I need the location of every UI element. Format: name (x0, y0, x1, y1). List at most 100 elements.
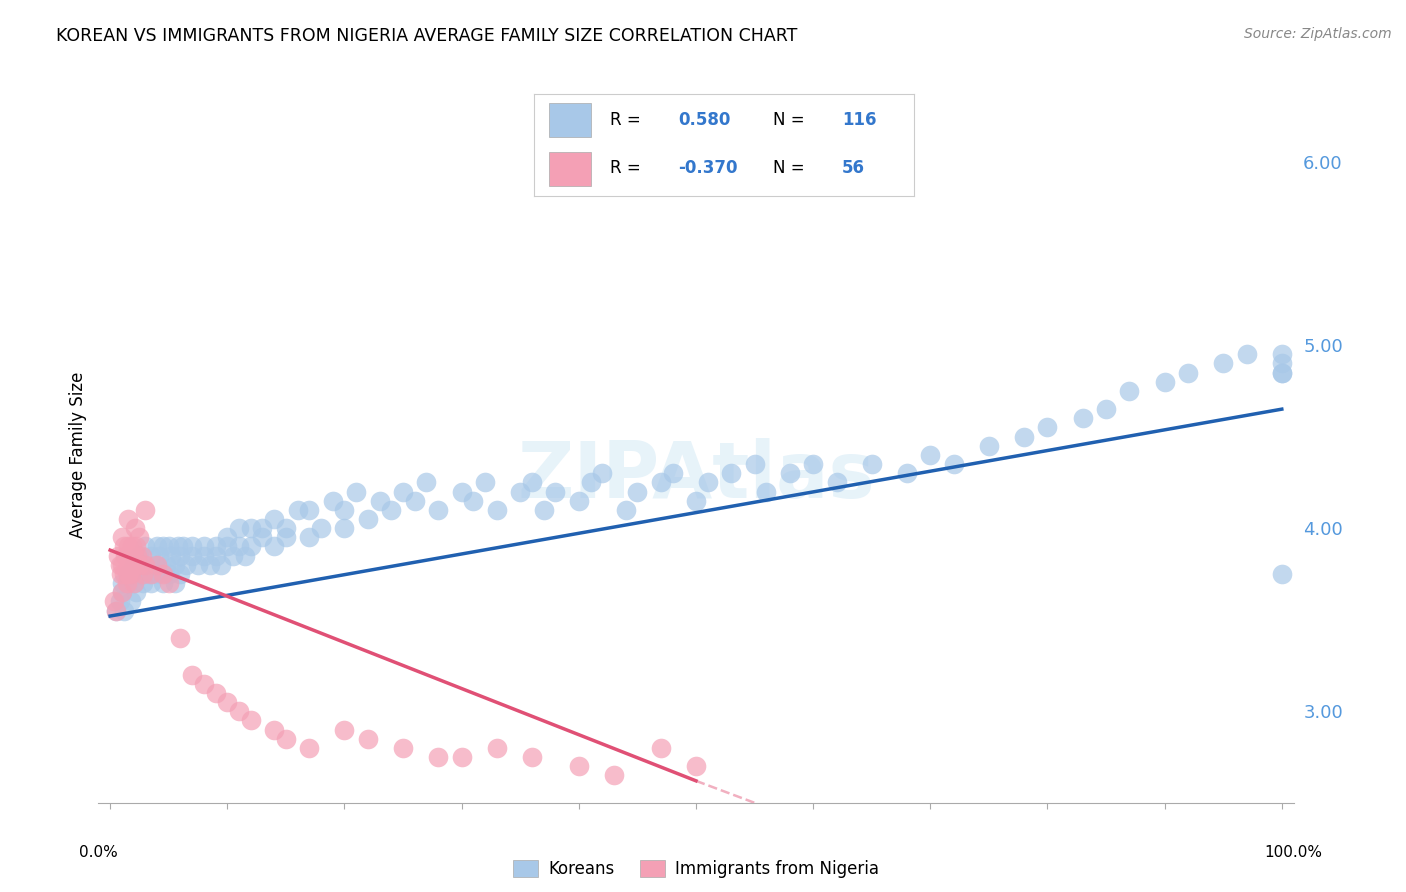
Point (174, 558, 197, 572)
Point (287, 503, 309, 517)
Point (239, 540, 262, 554)
Point (239, 714, 262, 728)
Point (217, 530, 239, 544)
Point (157, 540, 180, 554)
Point (132, 576, 155, 591)
Point (118, 549, 141, 563)
Point (368, 493, 391, 508)
Point (1118, 384, 1140, 398)
Text: 0.0%: 0.0% (79, 845, 118, 860)
Point (568, 759, 591, 773)
Point (896, 467, 918, 481)
Point (141, 576, 163, 591)
Point (222, 549, 245, 563)
Point (1236, 347, 1258, 361)
Point (357, 512, 380, 526)
Point (152, 566, 174, 581)
Point (463, 493, 485, 508)
Point (544, 484, 567, 499)
Point (105, 603, 128, 617)
Point (124, 521, 146, 535)
Point (450, 750, 472, 764)
Point (146, 558, 169, 572)
Point (977, 439, 1000, 453)
Point (333, 521, 356, 535)
Point (252, 530, 274, 544)
Point (1271, 566, 1294, 581)
Point (112, 566, 135, 581)
Point (1212, 356, 1234, 370)
Point (825, 475, 848, 490)
Point (169, 631, 191, 645)
Point (252, 521, 274, 535)
Point (121, 540, 143, 554)
Point (1177, 366, 1199, 380)
Point (520, 750, 543, 764)
Point (322, 493, 344, 508)
Point (626, 484, 648, 499)
Point (172, 540, 194, 554)
Text: N =: N = (773, 159, 810, 177)
Point (146, 540, 169, 554)
Point (110, 566, 132, 581)
Point (1271, 347, 1294, 361)
Point (333, 503, 356, 517)
Point (157, 576, 180, 591)
Point (204, 540, 226, 554)
Point (103, 594, 125, 608)
Point (263, 723, 285, 737)
Point (942, 457, 965, 471)
Point (239, 521, 262, 535)
Text: R =: R = (610, 159, 647, 177)
FancyBboxPatch shape (550, 103, 591, 136)
Point (117, 576, 139, 591)
Point (193, 540, 215, 554)
Point (169, 566, 191, 581)
Point (117, 566, 139, 581)
Point (204, 686, 226, 700)
Point (111, 585, 134, 599)
Point (274, 521, 297, 535)
Point (198, 558, 221, 572)
Point (112, 540, 135, 554)
Text: KOREAN VS IMMIGRANTS FROM NIGERIA AVERAGE FAMILY SIZE CORRELATION CHART: KOREAN VS IMMIGRANTS FROM NIGERIA AVERAG… (56, 27, 797, 45)
Text: N =: N = (773, 112, 810, 129)
Point (127, 549, 149, 563)
Point (1095, 402, 1118, 417)
Point (141, 549, 163, 563)
Point (1153, 375, 1175, 389)
Point (1271, 356, 1294, 370)
Point (228, 704, 250, 718)
Text: 100.0%: 100.0% (1264, 845, 1323, 860)
Point (568, 493, 591, 508)
Point (148, 549, 170, 563)
Point (187, 558, 209, 572)
Point (779, 467, 801, 481)
Point (298, 530, 321, 544)
Point (333, 723, 356, 737)
Point (228, 540, 250, 554)
Point (450, 484, 472, 499)
Point (860, 457, 883, 471)
Point (152, 540, 174, 554)
Point (603, 768, 626, 782)
Point (309, 521, 332, 535)
Point (720, 467, 742, 481)
Point (134, 503, 156, 517)
Point (427, 503, 450, 517)
Point (650, 740, 672, 755)
Point (217, 540, 239, 554)
Point (233, 549, 256, 563)
Point (520, 475, 543, 490)
Point (114, 549, 136, 563)
Point (122, 576, 145, 591)
Point (163, 576, 186, 591)
Point (128, 549, 150, 563)
Point (125, 540, 148, 554)
Point (122, 558, 145, 572)
Text: -0.370: -0.370 (679, 159, 738, 177)
Text: R =: R = (610, 112, 647, 129)
Point (485, 503, 508, 517)
Point (661, 467, 683, 481)
Point (181, 549, 204, 563)
